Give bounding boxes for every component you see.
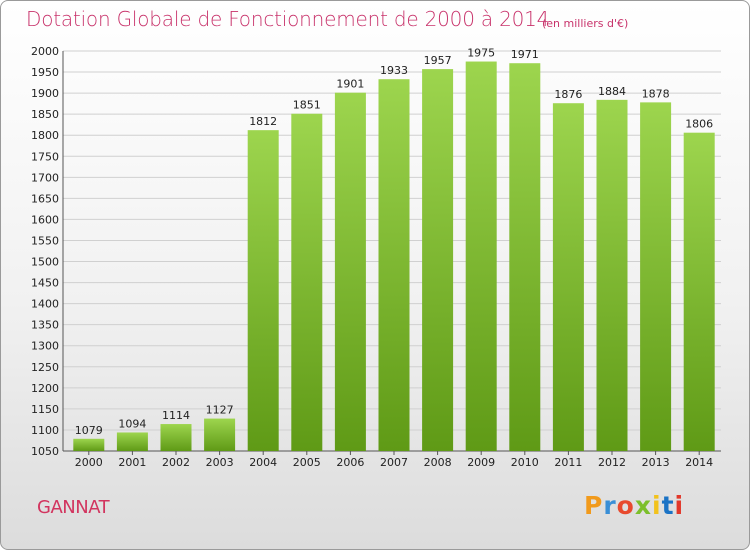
bar-2011 [552, 103, 584, 452]
x-tick-label: 2009 [467, 456, 495, 469]
y-tick-label: 1200 [31, 382, 59, 395]
data-label-2004: 1812 [249, 115, 277, 128]
logo-letter: x [634, 491, 652, 520]
bar-2007 [378, 79, 410, 452]
y-tick-label: 1600 [31, 213, 59, 226]
y-tick-label: 1900 [31, 87, 59, 100]
data-label-2010: 1971 [511, 48, 539, 61]
data-label-2013: 1878 [642, 87, 670, 100]
proxiti-logo[interactable]: Proxiti [584, 491, 684, 520]
x-axis: 2000 2001 2002 2003 2004 2005 2006 2007 2008 2009… [75, 451, 713, 469]
bar-2010 [509, 63, 541, 452]
bar-2005 [291, 113, 323, 451]
bar-2013 [640, 102, 672, 452]
data-label-2008: 1957 [424, 54, 452, 67]
x-tick-label: 2001 [118, 456, 146, 469]
bar-2009 [465, 61, 497, 452]
x-tick-label: 2011 [554, 456, 582, 469]
logo-letter: P [584, 491, 604, 520]
bar-2001 [116, 432, 148, 451]
y-tick-label: 1350 [31, 319, 59, 332]
y-tick-label: 1250 [31, 361, 59, 374]
y-tick-label: 1100 [31, 424, 59, 437]
y-tick-label: 1450 [31, 277, 59, 290]
bar-2006 [334, 92, 366, 452]
y-tick-label: 1050 [31, 445, 59, 458]
y-tick-label: 1700 [31, 171, 59, 184]
data-label-2000: 1079 [75, 424, 103, 437]
x-tick-label: 2006 [336, 456, 364, 469]
y-tick-label: 1550 [31, 234, 59, 247]
bar-2004 [247, 130, 279, 451]
y-tick-label: 1950 [31, 66, 59, 79]
data-label-2007: 1933 [380, 64, 408, 77]
bar-2014 [683, 132, 715, 451]
x-tick-label: 2010 [511, 456, 539, 469]
x-tick-label: 2004 [249, 456, 277, 469]
y-tick-label: 1500 [31, 256, 59, 269]
data-label-2006: 1901 [336, 78, 364, 91]
data-label-2005: 1851 [293, 99, 321, 112]
chart-unit: (en milliers d'€) [542, 17, 629, 30]
logo-letter: o [616, 491, 635, 520]
y-tick-label: 1150 [31, 403, 59, 416]
x-tick-label: 2002 [162, 456, 190, 469]
logo-letter: i [674, 491, 685, 520]
x-tick-label: 2008 [424, 456, 452, 469]
bar-2000 [73, 438, 105, 451]
y-tick-label: 1800 [31, 129, 59, 142]
bar-2002 [160, 424, 192, 451]
x-tick-label: 2005 [293, 456, 321, 469]
data-label-2014: 1806 [685, 118, 713, 131]
data-labels: 1079 1094 1114 1127 1812 1851 1901 1933 1957 1975… [75, 47, 713, 437]
x-tick-label: 2003 [206, 456, 234, 469]
bars [73, 61, 715, 452]
chart-title: Dotation Globale de Fonctionnement de 20… [26, 7, 550, 31]
logo-letter: i [652, 491, 662, 520]
data-label-2002: 1114 [162, 409, 190, 422]
y-tick-label: 1650 [31, 192, 59, 205]
bar-2012 [596, 99, 628, 451]
commune-name: GANNAT [37, 497, 110, 518]
data-label-2003: 1127 [206, 404, 234, 417]
data-label-2012: 1884 [598, 85, 626, 98]
x-tick-label: 2007 [380, 456, 408, 469]
data-label-2009: 1975 [467, 47, 495, 60]
data-label-2011: 1876 [554, 88, 582, 101]
y-tick-label: 2000 [31, 45, 59, 58]
x-tick-label: 2013 [642, 456, 670, 469]
logo-letter: r [603, 491, 617, 520]
bar-2008 [422, 69, 454, 452]
y-tick-label: 1300 [31, 340, 59, 353]
data-label-2001: 1094 [118, 417, 146, 430]
x-tick-label: 2000 [75, 456, 103, 469]
y-tick-label: 1850 [31, 108, 59, 121]
x-tick-label: 2014 [685, 456, 713, 469]
logo-letter: t [661, 491, 675, 520]
x-tick-label: 2012 [598, 456, 626, 469]
bar-2003 [204, 418, 236, 451]
y-tick-label: 1400 [31, 298, 59, 311]
y-tick-label: 1750 [31, 150, 59, 163]
